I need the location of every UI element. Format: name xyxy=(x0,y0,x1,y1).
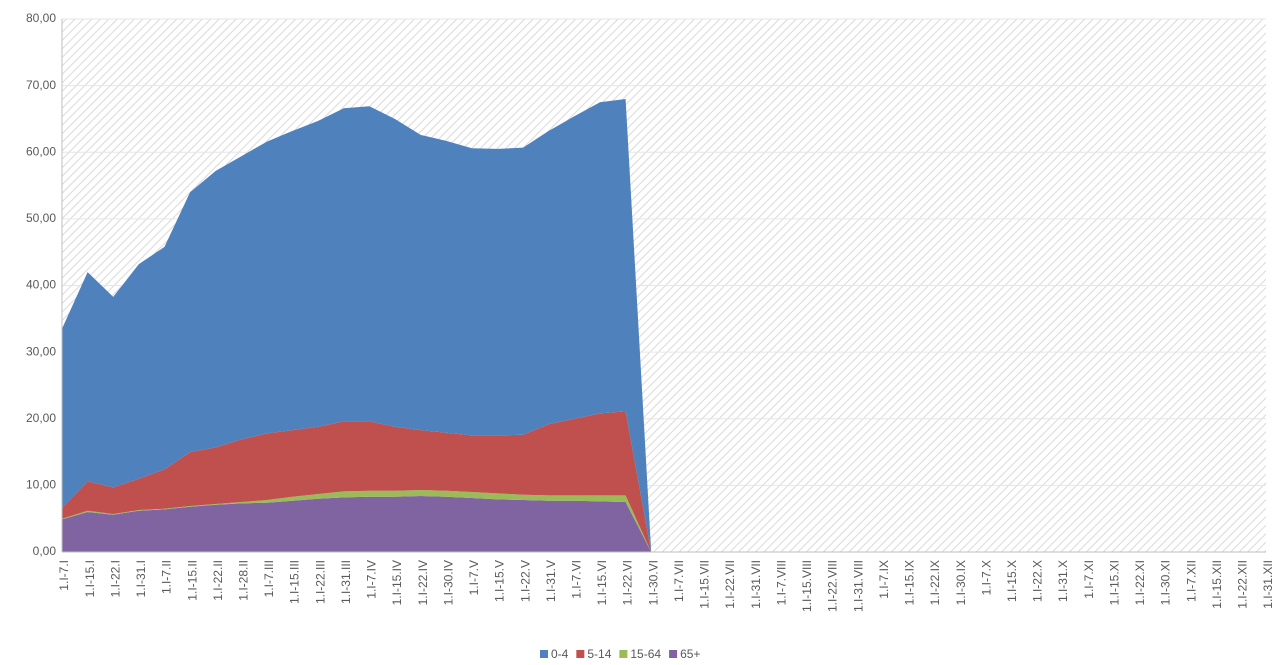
legend-swatch xyxy=(576,650,585,658)
x-tick-label: 1.I-7.III xyxy=(262,560,276,597)
legend-label: 65+ xyxy=(680,647,700,661)
x-tick-label: 1.I-22.I xyxy=(108,560,122,597)
y-tick-label: 70,00 xyxy=(26,78,56,92)
x-tick-label: 1.I-15.X xyxy=(1005,560,1019,602)
legend-swatch xyxy=(619,650,628,658)
x-tick-label: 1.I-22.IX xyxy=(928,560,942,605)
x-tick-label: 1.I-7.VII xyxy=(672,560,686,602)
x-tick-label: 1.I-7.XII xyxy=(1184,560,1198,602)
x-tick-label: 1.I-7.II xyxy=(160,560,174,594)
x-tick-label: 1.I-15.VI xyxy=(595,560,609,605)
x-tick-label: 1.I-7.XI xyxy=(1082,560,1096,599)
x-tick-label: 1.I-7.X xyxy=(979,560,993,595)
x-tick-label: 1.I-7.VIII xyxy=(774,560,788,605)
x-tick-label: 1.I-22.V xyxy=(518,560,532,602)
x-tick-label: 1.I-22.XII xyxy=(1236,560,1250,609)
y-tick-label: 60,00 xyxy=(26,144,56,158)
x-tick-label: 1.I-28.II xyxy=(236,560,250,601)
y-tick-label: 0,00 xyxy=(33,544,57,558)
area xyxy=(62,496,652,552)
x-tick-label: 1.I-15.V xyxy=(493,560,507,602)
x-tick-label: 1.I-15.XII xyxy=(1210,560,1224,609)
x-tick-label: 1.I-15.III xyxy=(288,560,302,604)
x-tick-label: 1.I-7.IX xyxy=(877,560,891,599)
y-tick-label: 10,00 xyxy=(26,478,56,492)
x-tick-label: 1.I-15.I xyxy=(83,560,97,597)
x-tick-label: 1.I-15.II xyxy=(185,560,199,601)
y-tick-label: 80,00 xyxy=(26,11,56,25)
x-tick-label: 1.I-31.X xyxy=(1056,560,1070,602)
x-tick-label: 1.I-22.II xyxy=(211,560,225,601)
x-tick-label: 1.I-30.IX xyxy=(954,560,968,605)
x-tick-label: 1.I-15.VII xyxy=(698,560,712,609)
x-tick-label: 1.I-15.VIII xyxy=(800,560,814,612)
x-tick-label: 1.I-22.VII xyxy=(723,560,737,609)
y-tick-label: 50,00 xyxy=(26,211,56,225)
x-tick-label: 1.I-30.VI xyxy=(646,560,660,605)
x-tick-label: 1.I-31.I xyxy=(134,560,148,597)
x-tick-label: 1.I-7.I xyxy=(57,560,71,591)
x-tick-label: 1.I-31.VII xyxy=(749,560,763,609)
x-tick-label: 1.I-31.XII xyxy=(1261,560,1273,609)
x-tick-label: 1.I-7.V xyxy=(467,560,481,595)
x-tick-label: 1.I-22.III xyxy=(313,560,327,604)
x-tick-label: 1.I-22.IV xyxy=(416,560,430,605)
legend-swatch xyxy=(669,650,678,658)
y-tick-label: 40,00 xyxy=(26,278,56,292)
legend-swatch xyxy=(540,650,548,658)
x-tick-label: 1.I-31.VIII xyxy=(851,560,865,612)
x-tick-label: 1.I-30.IV xyxy=(441,560,455,605)
x-tick-label: 1.I-31.V xyxy=(544,560,558,602)
x-tick-label: 1.I-22.X xyxy=(1031,560,1045,602)
x-tick-label: 1.I-30.XI xyxy=(1159,560,1173,605)
x-tick-label: 1.I-22.VIII xyxy=(826,560,840,612)
area xyxy=(62,98,652,552)
area xyxy=(62,411,652,552)
x-tick-label: 1.I-22.XI xyxy=(1133,560,1147,605)
x-tick-label: 1.I-7.IV xyxy=(365,560,379,599)
legend-label: 0-4 xyxy=(551,647,569,661)
x-tick-label: 1.I-31.III xyxy=(339,560,353,604)
x-tick-label: 1.I-22.VI xyxy=(621,560,635,605)
x-tick-label: 1.I-15.IX xyxy=(903,560,917,605)
legend-label: 15-64 xyxy=(630,647,661,661)
area xyxy=(62,490,652,552)
x-tick-label: 1.I-15.IV xyxy=(390,560,404,605)
y-tick-label: 30,00 xyxy=(26,344,56,358)
y-tick-label: 20,00 xyxy=(26,411,56,425)
legend-label: 5-14 xyxy=(587,647,611,661)
x-tick-label: 1.I-7.VI xyxy=(570,560,584,599)
x-tick-label: 1.I-15.XI xyxy=(1107,560,1121,605)
